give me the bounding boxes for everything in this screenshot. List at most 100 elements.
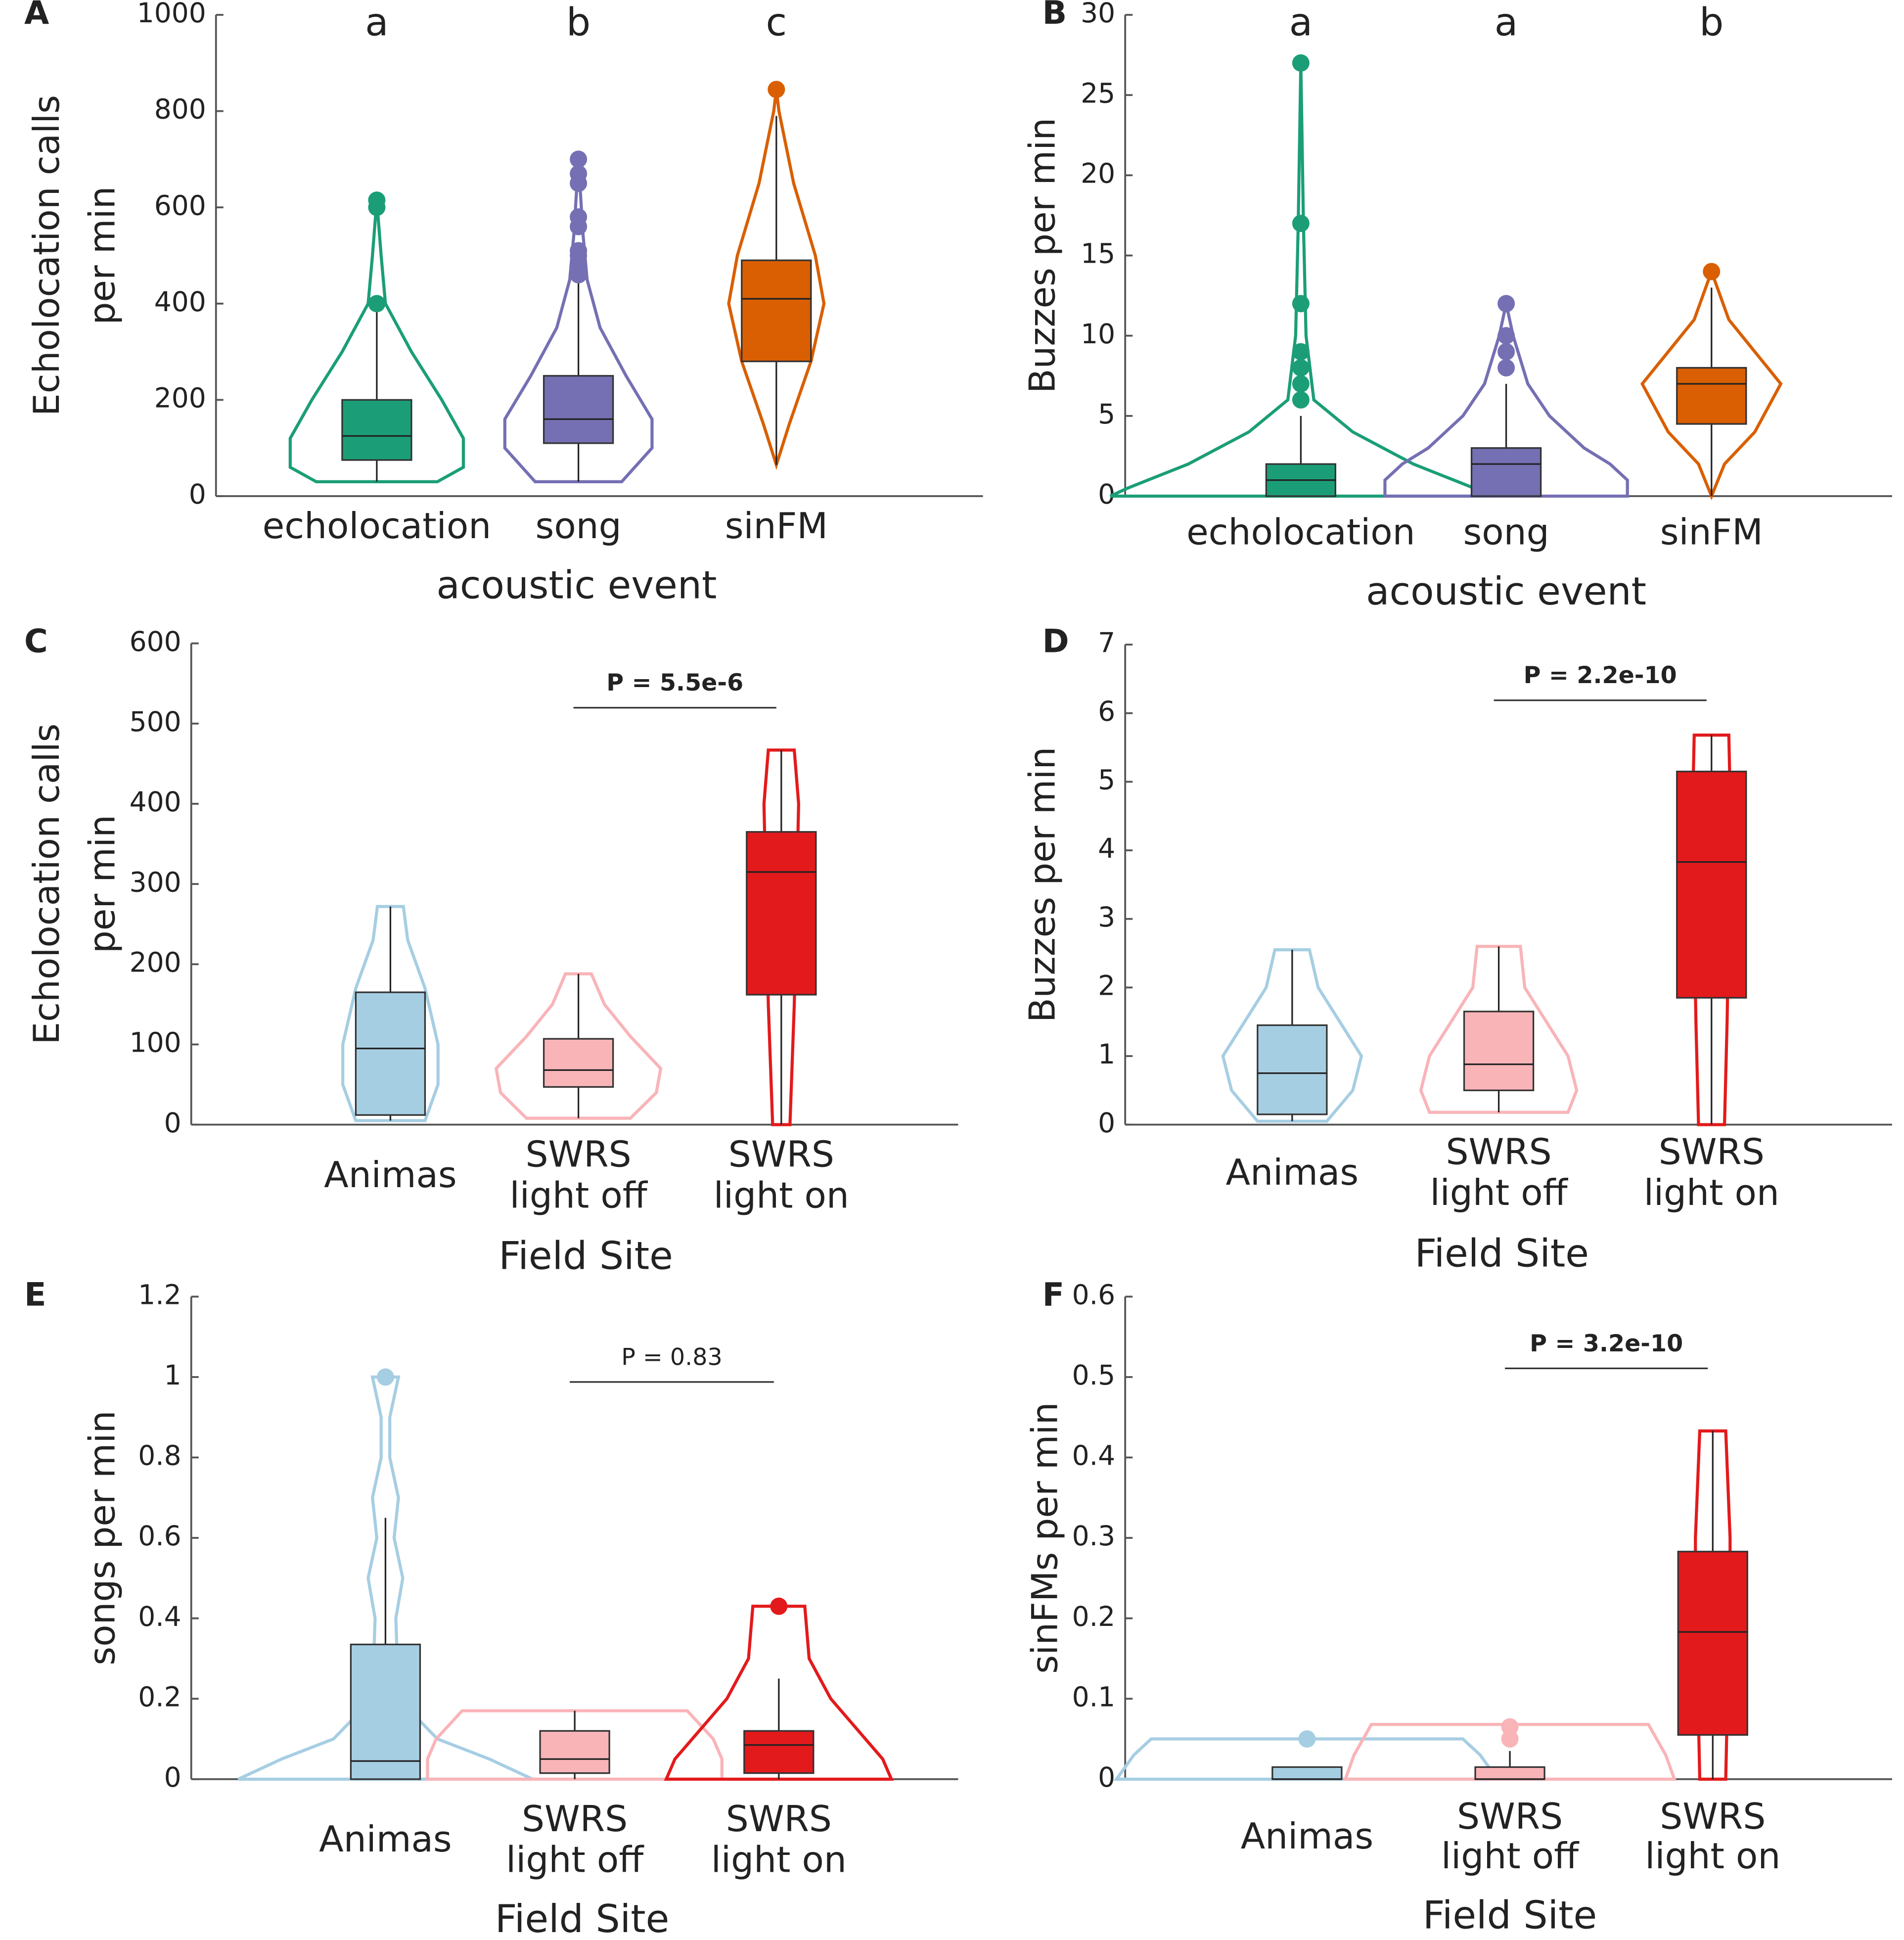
p-value: P = 3.2e-10 bbox=[1530, 1330, 1683, 1357]
outlier bbox=[368, 295, 386, 313]
y-tick-label: 0.2 bbox=[1072, 1601, 1116, 1632]
y-tick-label: 0.3 bbox=[1072, 1520, 1116, 1552]
outlier bbox=[570, 242, 588, 260]
outlier bbox=[1501, 1718, 1519, 1736]
outlier bbox=[1292, 359, 1310, 377]
box bbox=[746, 831, 817, 996]
outlier bbox=[1298, 1730, 1316, 1748]
y-tick-label: 800 bbox=[154, 93, 206, 125]
x-tick-label: SWRS bbox=[1457, 1796, 1563, 1838]
y-axis-label: sinFMs per min bbox=[1025, 1402, 1066, 1673]
y-tick-label: 1.2 bbox=[138, 1279, 181, 1310]
x-tick-label: Animas bbox=[1241, 1816, 1374, 1857]
outlier bbox=[1497, 359, 1515, 377]
significance-letter: b bbox=[1699, 0, 1723, 45]
box bbox=[1676, 771, 1747, 999]
y-tick-label: 0.6 bbox=[1072, 1279, 1116, 1310]
y-tick-label: 0.8 bbox=[138, 1440, 181, 1472]
y-tick-label: 1000 bbox=[137, 0, 206, 29]
outlier bbox=[1497, 327, 1515, 345]
p-value: P = 2.2e-10 bbox=[1524, 662, 1677, 689]
x-tick-label: light off bbox=[510, 1175, 648, 1216]
outlier bbox=[770, 1597, 788, 1615]
significance-letter: c bbox=[766, 0, 787, 45]
outlier bbox=[1703, 263, 1721, 280]
outlier bbox=[1292, 54, 1310, 72]
box bbox=[543, 1038, 614, 1088]
box bbox=[743, 1730, 815, 1774]
x-tick-label: light off bbox=[1441, 1836, 1580, 1877]
y-tick-label: 7 bbox=[1098, 627, 1115, 658]
outlier bbox=[1501, 1730, 1519, 1748]
x-tick-label: light on bbox=[714, 1175, 849, 1216]
box bbox=[1271, 1766, 1343, 1780]
x-tick-label: sinFM bbox=[725, 506, 828, 547]
y-axis-label: Buzzes per min bbox=[1022, 747, 1064, 1023]
x-tick-label: light on bbox=[711, 1839, 847, 1881]
violin bbox=[1113, 1737, 1501, 1781]
y-tick-label: 0 bbox=[1098, 1107, 1115, 1139]
outlier bbox=[1497, 343, 1515, 361]
panel-letter: C bbox=[24, 623, 48, 660]
y-tick-label: 2 bbox=[1098, 970, 1115, 1002]
panel-letter: F bbox=[1043, 1276, 1064, 1313]
significance-letter: b bbox=[566, 0, 590, 45]
x-tick-label: light off bbox=[506, 1839, 644, 1881]
violin bbox=[1109, 63, 1492, 498]
x-tick-label: Animas bbox=[1226, 1152, 1359, 1194]
y-tick-label: 400 bbox=[130, 786, 181, 818]
y-tick-label: 0 bbox=[189, 478, 206, 510]
y-tick-label: 4 bbox=[1098, 832, 1115, 864]
x-tick-label: echolocation bbox=[263, 506, 492, 547]
x-tick-label: SWRS bbox=[1659, 1132, 1765, 1173]
box bbox=[1676, 367, 1747, 425]
y-tick-label: 600 bbox=[130, 626, 181, 657]
box bbox=[1474, 1766, 1545, 1780]
y-tick-label: 25 bbox=[1081, 77, 1115, 109]
x-tick-label: SWRS bbox=[522, 1799, 628, 1840]
y-tick-label: 30 bbox=[1081, 0, 1115, 29]
x-tick-label: light off bbox=[1430, 1172, 1569, 1214]
y-tick-label: 100 bbox=[130, 1027, 181, 1059]
violin bbox=[288, 200, 465, 483]
violin bbox=[1343, 1723, 1677, 1781]
box bbox=[1470, 447, 1542, 497]
box bbox=[741, 259, 812, 363]
significance-letter: a bbox=[1289, 0, 1313, 45]
y-tick-label: 0.2 bbox=[138, 1681, 181, 1712]
y-tick-label: 1 bbox=[1098, 1038, 1115, 1070]
outlier bbox=[1292, 391, 1310, 409]
x-tick-label: song bbox=[1463, 512, 1549, 554]
x-axis-label: Field Site bbox=[495, 1897, 669, 1940]
y-tick-label: 0.4 bbox=[138, 1601, 181, 1632]
outlier bbox=[1292, 215, 1310, 232]
y-tick-label: 5 bbox=[1098, 398, 1115, 430]
x-tick-label: SWRS bbox=[526, 1134, 632, 1176]
y-axis-label: per min bbox=[82, 186, 124, 324]
y-tick-label: 0 bbox=[164, 1107, 181, 1139]
y-tick-label: 1 bbox=[164, 1359, 181, 1391]
y-tick-label: 600 bbox=[154, 189, 206, 221]
violin bbox=[426, 1709, 724, 1781]
outlier bbox=[368, 191, 386, 209]
y-axis-label: Echolocation calls bbox=[26, 724, 68, 1045]
y-axis-label: Echolocation calls bbox=[26, 95, 68, 416]
box bbox=[1257, 1024, 1328, 1115]
x-tick-label: song bbox=[536, 506, 622, 547]
box bbox=[1463, 1011, 1535, 1091]
outlier bbox=[1292, 375, 1310, 393]
x-tick-label: echolocation bbox=[1186, 512, 1415, 554]
significance-letter: a bbox=[1495, 0, 1518, 45]
x-tick-label: Animas bbox=[319, 1819, 452, 1860]
y-axis-label: songs per min bbox=[82, 1410, 124, 1665]
x-tick-label: sinFM bbox=[1660, 512, 1763, 554]
violin bbox=[664, 1605, 894, 1781]
y-axis-label: Buzzes per min bbox=[1022, 118, 1064, 394]
x-tick-label: SWRS bbox=[1446, 1132, 1551, 1173]
y-axis-label: per min bbox=[82, 815, 124, 953]
x-tick-label: SWRS bbox=[1660, 1796, 1766, 1838]
panel-letter: D bbox=[1043, 623, 1069, 660]
y-tick-label: 400 bbox=[154, 286, 206, 318]
violin bbox=[1419, 945, 1579, 1114]
